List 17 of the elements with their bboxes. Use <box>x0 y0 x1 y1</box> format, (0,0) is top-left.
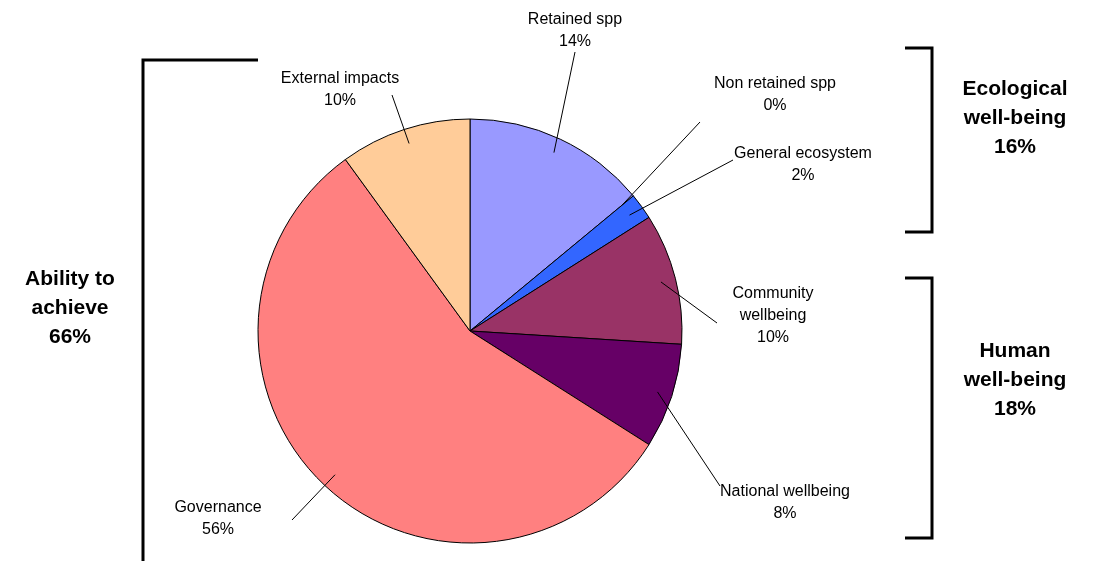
slice-label: National wellbeing <box>720 482 850 499</box>
data-label: 56% <box>201 520 235 537</box>
slice-label: General ecosystem <box>734 144 872 161</box>
slice-label: Retained spp <box>527 10 623 27</box>
data-label: 2% <box>791 166 815 183</box>
slice-label: Governance <box>174 498 262 515</box>
category-label: Non retained spp <box>714 74 836 91</box>
data-label: 10% <box>323 91 357 108</box>
data-label: 14% <box>558 32 592 49</box>
text: 0% <box>763 96 787 113</box>
data-label: 8% <box>773 504 797 521</box>
slice-label: Community wellbeing <box>732 284 814 323</box>
text: Ability to achieve 66% <box>25 266 115 347</box>
slice-label: External impacts <box>280 69 400 86</box>
data-label: 10% <box>756 328 790 345</box>
text: Ecological well-being 16% <box>962 76 1068 157</box>
text: Human well-being 18% <box>962 338 1067 419</box>
